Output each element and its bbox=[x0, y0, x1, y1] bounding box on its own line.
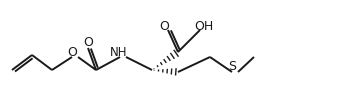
Text: NH: NH bbox=[110, 45, 128, 59]
Text: S: S bbox=[228, 60, 236, 74]
Text: O: O bbox=[67, 47, 77, 60]
Text: O: O bbox=[159, 20, 169, 33]
Text: OH: OH bbox=[194, 20, 213, 33]
Text: O: O bbox=[83, 36, 93, 48]
